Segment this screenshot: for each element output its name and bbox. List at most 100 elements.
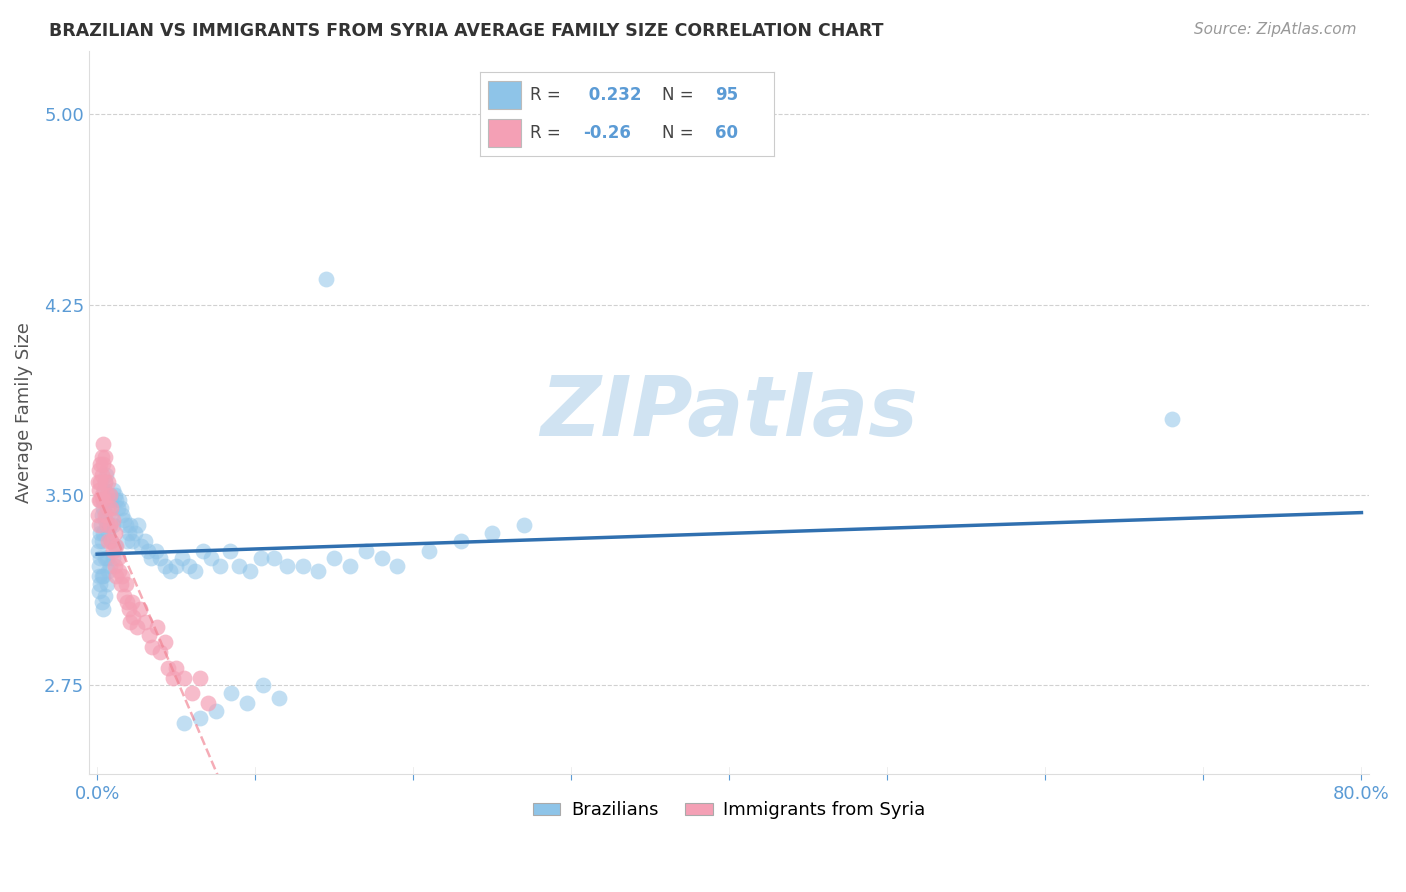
Y-axis label: Average Family Size: Average Family Size (15, 322, 32, 503)
Point (131, 539, 153, 553)
Point (93, 526, 115, 541)
Point (94, 475, 117, 490)
Point (481, 526, 503, 541)
Point (141, 640, 163, 655)
Point (96, 551, 118, 566)
Point (89, 475, 111, 490)
Point (89, 526, 111, 541)
Point (90, 569, 112, 583)
Point (87, 518, 110, 533)
Point (122, 609, 145, 624)
Point (86, 508, 108, 523)
Point (97, 564, 120, 578)
Point (107, 551, 129, 566)
Point (159, 564, 181, 578)
Point (96, 518, 118, 533)
Point (111, 508, 134, 523)
Point (100, 533, 122, 548)
Point (263, 551, 285, 566)
Point (97, 526, 120, 541)
Point (121, 594, 143, 608)
Point (98, 488, 121, 502)
Point (354, 543, 377, 558)
Point (97, 533, 120, 548)
Point (94, 513, 117, 527)
Point (134, 533, 156, 548)
Point (138, 627, 160, 641)
Point (90, 450, 112, 464)
Point (91, 500, 114, 515)
Point (96, 488, 118, 502)
Point (115, 594, 138, 608)
Point (89, 576, 111, 591)
Point (87, 559, 110, 574)
Point (236, 696, 259, 710)
Point (146, 620, 169, 634)
Point (93, 437, 115, 451)
Point (221, 686, 243, 700)
Point (110, 576, 132, 591)
Point (94, 551, 117, 566)
Point (93, 602, 115, 616)
Point (89, 551, 111, 566)
Point (250, 551, 273, 566)
Point (108, 493, 131, 508)
Point (103, 526, 125, 541)
Point (103, 559, 125, 574)
Point (118, 526, 141, 541)
Point (90, 518, 112, 533)
Point (87, 493, 110, 508)
Point (252, 678, 274, 692)
Point (218, 543, 240, 558)
Point (96, 518, 118, 533)
Point (153, 635, 176, 649)
Point (307, 564, 329, 578)
Point (125, 620, 148, 634)
Point (97, 500, 120, 515)
Point (124, 526, 146, 541)
Point (98, 518, 121, 533)
Point (98, 488, 121, 502)
Point (184, 564, 207, 578)
Point (100, 500, 122, 515)
Point (149, 551, 172, 566)
Point (197, 696, 219, 710)
Point (94, 508, 117, 523)
Text: BRAZILIAN VS IMMIGRANTS FROM SYRIA AVERAGE FAMILY SIZE CORRELATION CHART: BRAZILIAN VS IMMIGRANTS FROM SYRIA AVERA… (49, 22, 884, 40)
Point (188, 711, 211, 725)
Point (181, 686, 204, 700)
Point (173, 716, 195, 731)
Point (315, 272, 337, 286)
Point (94, 450, 117, 464)
Point (101, 513, 124, 527)
Legend: Brazilians, Immigrants from Syria: Brazilians, Immigrants from Syria (526, 794, 932, 827)
Point (120, 518, 142, 533)
Text: ZIPatlas: ZIPatlas (540, 372, 918, 453)
Point (149, 645, 172, 659)
Point (112, 590, 135, 604)
Text: Source: ZipAtlas.com: Source: ZipAtlas.com (1194, 22, 1357, 37)
Point (101, 483, 124, 497)
Point (108, 564, 131, 578)
Point (90, 467, 112, 482)
Point (239, 564, 262, 578)
Point (145, 543, 167, 558)
Point (97, 475, 120, 490)
Point (100, 533, 122, 548)
Point (89, 533, 111, 548)
Point (370, 551, 392, 566)
Point (173, 671, 195, 685)
Point (94, 467, 117, 482)
Point (96, 576, 118, 591)
Point (87, 569, 110, 583)
Point (162, 671, 184, 685)
Point (387, 559, 409, 574)
Point (93, 493, 115, 508)
Point (90, 533, 112, 548)
Point (188, 671, 211, 685)
Point (323, 551, 346, 566)
Point (96, 508, 118, 523)
Point (100, 493, 122, 508)
Point (103, 488, 125, 502)
Point (87, 584, 110, 599)
